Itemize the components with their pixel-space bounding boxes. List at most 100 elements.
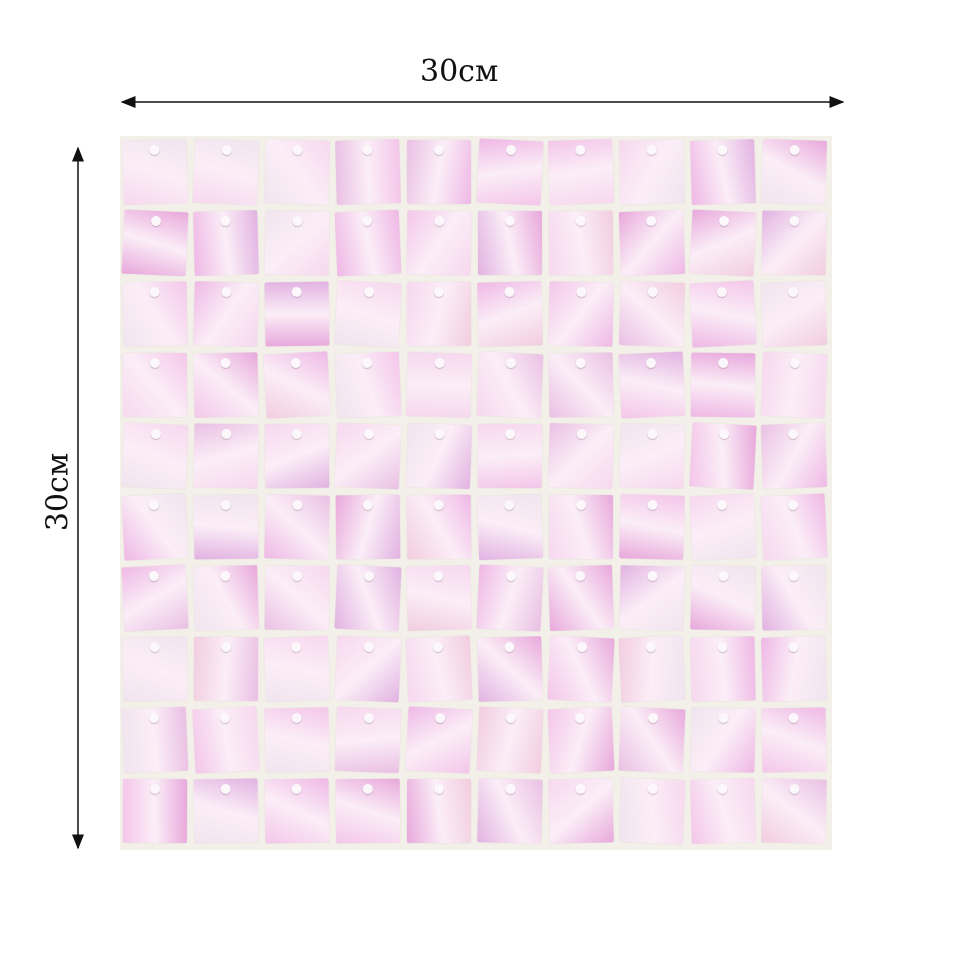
sequin-hole bbox=[646, 144, 657, 156]
sequin bbox=[618, 777, 686, 845]
sequin bbox=[618, 209, 686, 277]
sequin bbox=[760, 422, 828, 490]
sequin bbox=[406, 139, 472, 205]
sequin bbox=[547, 564, 615, 632]
sequin bbox=[476, 138, 544, 206]
sequin bbox=[264, 494, 330, 560]
sequin-hole bbox=[363, 641, 375, 653]
sequin bbox=[690, 636, 756, 702]
sequin bbox=[406, 778, 472, 844]
sequin bbox=[761, 636, 827, 702]
sequin-hole bbox=[505, 144, 517, 156]
sequin-hole bbox=[789, 357, 801, 369]
sequin bbox=[335, 139, 401, 205]
sequin-hole bbox=[292, 570, 303, 582]
sequin-hole bbox=[292, 499, 303, 511]
sequin-hole bbox=[647, 499, 658, 511]
sequin bbox=[476, 564, 544, 632]
sequin-hole bbox=[361, 357, 373, 369]
sequin-hole bbox=[291, 428, 302, 440]
sequin bbox=[618, 351, 686, 419]
sequin bbox=[405, 706, 473, 774]
sequin bbox=[689, 280, 757, 348]
sequin bbox=[618, 706, 686, 774]
sequin bbox=[334, 635, 402, 703]
sequin bbox=[689, 493, 757, 561]
sequin-hole bbox=[434, 783, 445, 795]
sequin bbox=[334, 209, 402, 277]
sequin-hole bbox=[149, 286, 160, 298]
sequin-hole bbox=[575, 357, 586, 369]
sequin bbox=[406, 352, 472, 418]
sequin-hole bbox=[505, 712, 517, 724]
sequin bbox=[121, 209, 189, 277]
sequin bbox=[761, 778, 827, 844]
sequin bbox=[193, 494, 259, 560]
sequin-hole bbox=[362, 144, 373, 156]
sequin bbox=[619, 565, 685, 631]
sequin bbox=[476, 706, 544, 774]
sequin-hole bbox=[363, 570, 375, 582]
sequin bbox=[122, 636, 188, 702]
sequin-hole bbox=[291, 712, 302, 724]
sequin-hole bbox=[433, 286, 444, 298]
sequin bbox=[121, 706, 189, 774]
sequin bbox=[547, 635, 615, 703]
sequin-hole bbox=[220, 570, 231, 582]
sequin bbox=[121, 564, 189, 632]
sequin bbox=[122, 139, 188, 205]
sequin bbox=[761, 210, 827, 276]
sequin-hole bbox=[290, 641, 302, 653]
sequin-hole bbox=[647, 286, 658, 298]
sequin bbox=[689, 422, 757, 490]
sequin-hole bbox=[149, 641, 160, 653]
sequin bbox=[264, 281, 330, 347]
sequin bbox=[760, 280, 828, 348]
sequin-hole bbox=[149, 357, 160, 369]
sequin-hole bbox=[645, 215, 657, 227]
sequin-hole bbox=[220, 357, 231, 369]
sequin-hole bbox=[220, 783, 231, 795]
sequin-hole bbox=[505, 428, 516, 440]
sequin bbox=[477, 281, 543, 347]
sequin bbox=[193, 423, 259, 489]
sequin-hole bbox=[645, 357, 657, 369]
sequin-hole bbox=[788, 570, 799, 582]
sequin bbox=[690, 778, 756, 844]
sequin bbox=[193, 281, 259, 347]
sequin-hole bbox=[716, 499, 728, 511]
sequin bbox=[121, 493, 189, 561]
sequin-hole bbox=[718, 428, 730, 440]
sequin bbox=[618, 280, 686, 348]
sequin-hole bbox=[788, 641, 799, 653]
sequin-hole bbox=[576, 641, 588, 653]
sequin-hole bbox=[504, 286, 515, 298]
sequin-hole bbox=[292, 215, 303, 227]
width-label: 30см bbox=[420, 54, 499, 89]
sequin-hole bbox=[505, 570, 517, 582]
sequin bbox=[334, 351, 402, 419]
sequin bbox=[761, 139, 827, 205]
sequin bbox=[476, 351, 544, 419]
sequin bbox=[122, 778, 188, 844]
sequin-hole bbox=[362, 499, 373, 511]
sequin-hole bbox=[647, 712, 659, 724]
sequin bbox=[548, 352, 614, 418]
sequin-hole bbox=[434, 712, 446, 724]
sequin-hole bbox=[150, 215, 162, 227]
sequin bbox=[334, 280, 402, 348]
sequin-hole bbox=[505, 357, 517, 369]
sequin-hole bbox=[148, 570, 160, 582]
sequin-hole bbox=[789, 783, 800, 795]
sequin-hole bbox=[148, 499, 160, 511]
sequin bbox=[193, 352, 259, 418]
sequin-hole bbox=[647, 428, 658, 440]
sequin bbox=[547, 706, 615, 774]
sequin bbox=[193, 565, 259, 631]
sequin-hole bbox=[789, 144, 800, 156]
sequin bbox=[548, 423, 614, 489]
sequin bbox=[405, 422, 473, 490]
sequin-hole bbox=[575, 570, 586, 582]
sequin-hole bbox=[716, 286, 728, 298]
sequin bbox=[264, 423, 330, 489]
